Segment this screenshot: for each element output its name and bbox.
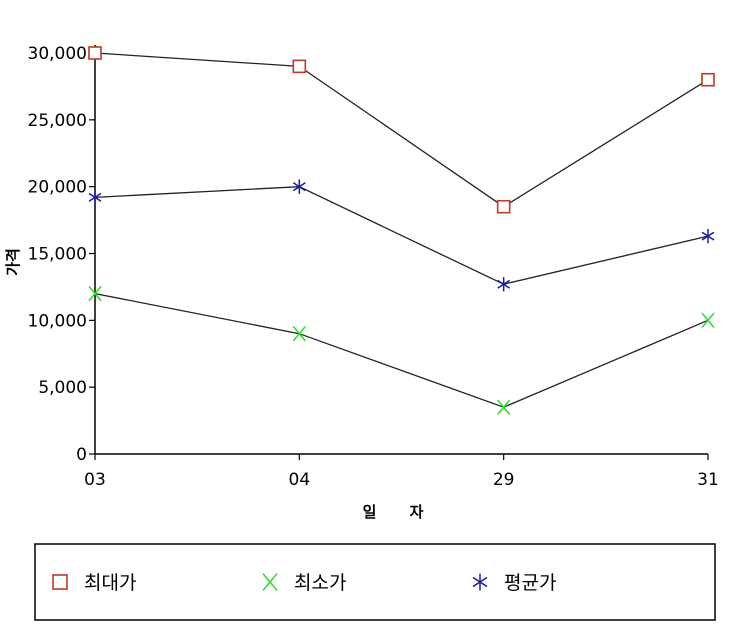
y-tick-label: 5,000 xyxy=(38,378,87,398)
series-lines xyxy=(94,52,709,408)
min-price-point xyxy=(701,312,715,329)
x-tick-label: 29 xyxy=(493,470,515,490)
y-tick-label: 10,000 xyxy=(28,311,87,331)
avg-price-series-line xyxy=(94,186,709,285)
y-tick-label: 15,000 xyxy=(28,245,87,265)
x-tick-label: 04 xyxy=(289,470,311,490)
min-price-series-line xyxy=(94,292,709,408)
max-price-series-line xyxy=(94,52,709,208)
y-axis-label: 가격 xyxy=(4,248,22,276)
x-tick-label: 03 xyxy=(84,470,106,490)
axes: 0 5,000 10,000 15,000 20,000 25,000 30,000 03 04… xyxy=(28,44,719,490)
x-tick-label: 31 xyxy=(697,470,719,490)
avg-price-point xyxy=(701,228,715,244)
max-price-point xyxy=(292,59,307,74)
legend-label-max-price: 최대가 xyxy=(84,572,136,594)
y-tick-label: 30,000 xyxy=(28,44,87,64)
legend-marker-max-price xyxy=(52,574,68,590)
avg-price-point xyxy=(292,179,306,194)
min-price-point xyxy=(497,399,511,415)
max-price-point xyxy=(496,199,511,214)
legend: 최대가 최소가 평균가 xyxy=(34,543,716,621)
legend-item-min-price: 최소가 xyxy=(262,572,346,594)
avg-price-point xyxy=(497,277,511,292)
y-tick-label: 25,000 xyxy=(28,111,87,131)
legend-marker-min-price xyxy=(262,573,278,591)
legend-item-max-price: 최대가 xyxy=(52,572,136,594)
avg-price-point xyxy=(88,190,102,205)
legend-label-min-price: 최소가 xyxy=(294,572,346,594)
y-tick-label: 0 xyxy=(76,445,87,465)
legend-box xyxy=(34,543,716,621)
min-price-point xyxy=(292,325,306,342)
series-markers xyxy=(88,46,715,415)
max-price-point xyxy=(701,72,715,87)
legend-item-avg-price: 평균가 xyxy=(472,572,556,594)
y-tick-label: 20,000 xyxy=(28,178,87,198)
legend-label-avg-price: 평균가 xyxy=(504,572,556,594)
x-axis-label: 일 자 xyxy=(363,503,438,521)
legend-marker-avg-price xyxy=(472,573,488,591)
max-price-point xyxy=(88,46,102,60)
min-price-point xyxy=(88,285,102,302)
